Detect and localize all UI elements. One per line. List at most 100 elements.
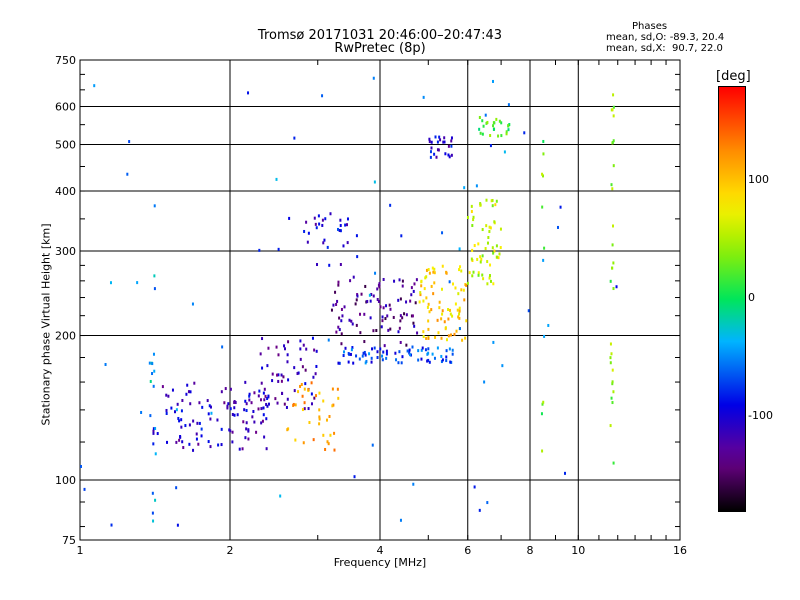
data-point: [277, 247, 280, 251]
data-point: [355, 298, 358, 302]
data-point: [452, 282, 455, 286]
data-point: [83, 487, 86, 491]
x-axis-label: Frequency [MHz]: [333, 556, 427, 569]
data-point: [370, 356, 373, 360]
data-point: [422, 330, 425, 334]
data-point: [93, 84, 96, 88]
data-point: [441, 309, 444, 313]
data-point: [505, 130, 508, 134]
data-point: [165, 393, 168, 397]
data-point: [440, 354, 443, 358]
data-point: [344, 346, 347, 350]
data-point: [541, 402, 544, 406]
data-point: [201, 405, 204, 409]
data-point: [333, 431, 336, 435]
data-point: [470, 204, 473, 208]
data-point: [250, 401, 253, 405]
data-point: [477, 271, 480, 275]
data-point: [299, 339, 302, 343]
data-point: [317, 214, 320, 218]
data-point: [542, 400, 545, 404]
data-point: [471, 224, 474, 228]
data-point: [486, 260, 489, 264]
data-point: [458, 309, 461, 313]
data-point: [481, 254, 484, 258]
data-point: [318, 408, 321, 412]
data-point: [261, 419, 264, 423]
data-point: [472, 218, 475, 222]
data-point: [208, 404, 211, 408]
data-point: [489, 226, 492, 230]
data-point: [400, 234, 403, 238]
data-point: [473, 244, 476, 248]
data-point: [175, 486, 178, 490]
data-point: [415, 278, 418, 282]
data-point: [427, 302, 430, 306]
data-point: [495, 117, 498, 121]
data-point: [343, 350, 346, 354]
data-point: [381, 319, 384, 323]
data-point: [426, 359, 429, 363]
data-point: [399, 319, 402, 323]
data-point: [493, 249, 496, 253]
data-point: [420, 357, 423, 361]
data-point: [398, 326, 401, 330]
data-point: [153, 287, 156, 291]
data-point: [264, 394, 267, 398]
data-point: [450, 144, 453, 148]
data-point: [447, 317, 450, 321]
data-point: [346, 217, 349, 221]
data-point: [152, 431, 155, 435]
data-point: [612, 287, 615, 291]
data-point: [154, 498, 157, 502]
data-point: [478, 508, 481, 512]
data-point: [405, 343, 408, 347]
data-point: [329, 212, 332, 216]
data-point: [233, 406, 236, 410]
data-point: [229, 407, 232, 411]
data-point: [430, 308, 433, 312]
data-point: [297, 390, 300, 394]
data-point: [244, 436, 247, 440]
data-point: [441, 312, 444, 316]
data-point: [262, 406, 265, 410]
data-point: [461, 338, 464, 342]
data-point: [335, 302, 338, 306]
data-point: [313, 216, 316, 220]
data-point: [382, 350, 385, 354]
data-point: [279, 494, 282, 498]
data-point: [368, 293, 371, 297]
data-point: [450, 360, 453, 364]
data-point: [311, 336, 314, 340]
data-point: [505, 132, 508, 136]
data-point: [128, 140, 131, 144]
data-point: [612, 224, 615, 228]
data-point: [337, 325, 340, 329]
data-point: [385, 349, 388, 353]
data-point: [342, 354, 345, 358]
data-point: [422, 95, 425, 99]
y-tick-label: 600: [55, 101, 76, 114]
data-point: [401, 284, 404, 288]
data-point: [151, 491, 154, 495]
data-point: [460, 288, 463, 292]
data-point: [178, 438, 181, 442]
data-point: [310, 381, 313, 385]
colorbar-tick-label: 100: [748, 173, 769, 187]
data-point: [323, 238, 326, 242]
data-point: [152, 429, 155, 433]
data-point: [427, 347, 430, 351]
y-axis-label: Stationary phase Virtual Height [km]: [39, 223, 53, 426]
data-point: [349, 279, 352, 283]
data-point: [492, 124, 495, 128]
data-point: [192, 419, 195, 423]
data-point: [450, 136, 453, 140]
data-point: [220, 443, 223, 447]
data-point: [488, 274, 491, 278]
data-point: [180, 425, 183, 429]
data-point: [318, 391, 321, 395]
x-tick-label: 10: [571, 544, 585, 557]
data-point: [327, 338, 330, 342]
data-point: [486, 501, 489, 505]
data-point: [487, 235, 490, 239]
